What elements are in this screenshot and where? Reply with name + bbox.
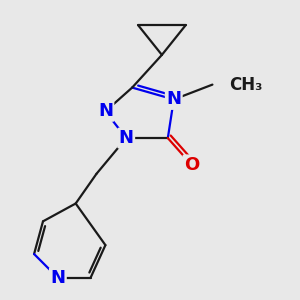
Text: CH₃: CH₃ bbox=[229, 76, 262, 94]
Text: N: N bbox=[98, 102, 113, 120]
Text: O: O bbox=[184, 156, 199, 174]
Text: N: N bbox=[50, 269, 65, 287]
Text: N: N bbox=[166, 91, 181, 109]
Text: N: N bbox=[119, 129, 134, 147]
